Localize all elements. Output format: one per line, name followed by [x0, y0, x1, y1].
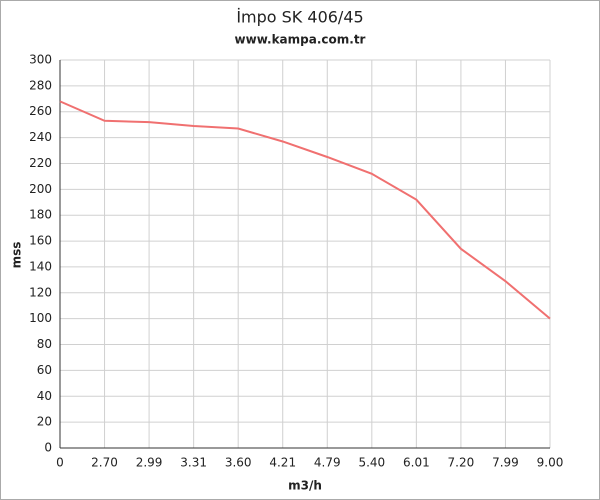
y-tick-label: 0 [44, 441, 52, 455]
x-tick-label: 3.31 [180, 456, 207, 470]
x-tick-label: 5.40 [358, 456, 385, 470]
y-tick-label: 120 [29, 285, 52, 299]
y-tick-label: 80 [37, 337, 52, 351]
chart-title: İmpo SK 406/45 [236, 8, 363, 27]
y-tick-label: 200 [29, 182, 52, 196]
y-tick-label: 180 [29, 208, 52, 222]
y-tick-label: 160 [29, 234, 52, 248]
y-tick-label: 100 [29, 311, 52, 325]
x-tick-label: 7.20 [448, 456, 475, 470]
chart-subtitle: www.kampa.com.tr [235, 33, 366, 47]
y-axis-label: mss [10, 242, 24, 269]
y-tick-label: 240 [29, 130, 52, 144]
x-tick-label: 3.60 [225, 456, 252, 470]
x-tick-label: 6.01 [403, 456, 430, 470]
x-tick-label: 2.70 [91, 456, 118, 470]
y-tick-label: 60 [37, 363, 52, 377]
y-tick-label: 260 [29, 104, 52, 118]
y-tick-label: 20 [37, 415, 52, 429]
y-tick-label: 280 [29, 78, 52, 92]
x-tick-label: 4.21 [269, 456, 296, 470]
y-tick-label: 220 [29, 156, 52, 170]
x-tick-label: 4.79 [314, 456, 341, 470]
y-tick-label: 140 [29, 259, 52, 273]
x-tick-label: 0 [56, 456, 64, 470]
data-line [59, 100, 551, 320]
x-tick-label: 7.99 [492, 456, 519, 470]
y-tick-label: 300 [29, 53, 52, 67]
x-tick-label: 2.99 [136, 456, 163, 470]
y-tick-label: 40 [37, 389, 52, 403]
x-tick-label: 9.00 [537, 456, 564, 470]
x-axis-label: m3/h [288, 479, 322, 493]
